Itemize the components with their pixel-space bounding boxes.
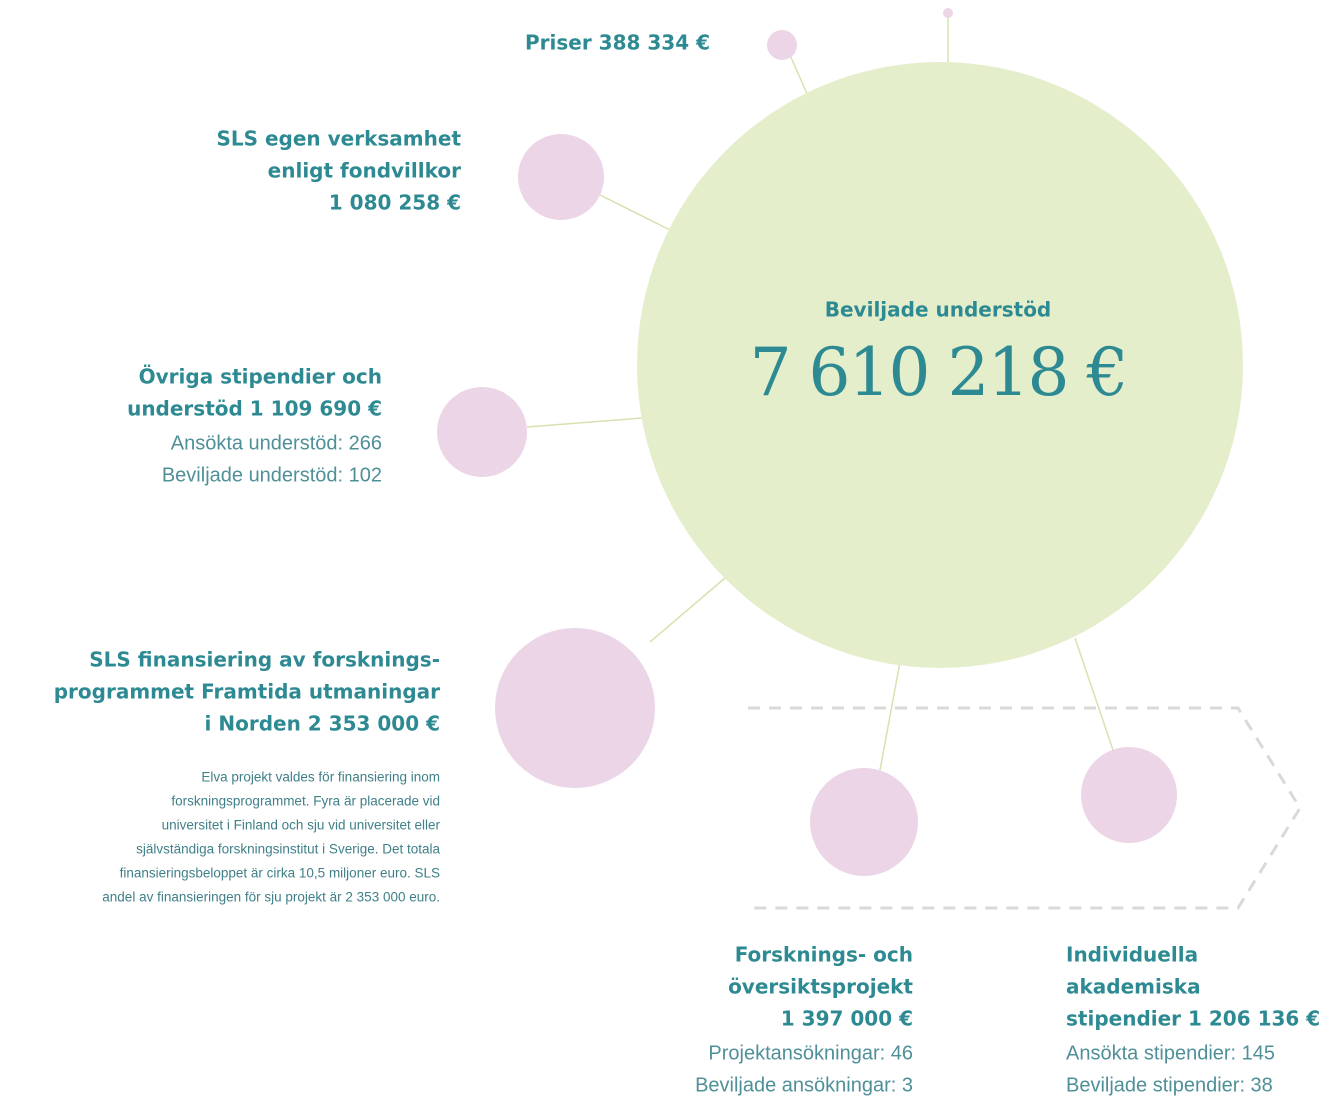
item-description: självständiga forskningsinstitut i Sveri… xyxy=(136,842,440,857)
item-title: stipendier 1 206 136 € xyxy=(1066,1007,1320,1031)
item-description: universitet i Finland och sju vid univer… xyxy=(162,818,441,833)
item-title: 1 397 000 € xyxy=(781,1007,913,1031)
total-label: Beviljade understöd xyxy=(825,298,1052,322)
item-title: SLS egen verksamhet xyxy=(216,127,461,151)
item-title: enligt fondvillkor xyxy=(268,159,461,183)
item-stat: Beviljade understöd: 102 xyxy=(162,464,382,486)
item-description: Elva projekt valdes för finansiering ino… xyxy=(201,770,440,785)
item-title: översiktsprojekt xyxy=(728,975,913,999)
item-stat: Ansökta stipendier: 145 xyxy=(1066,1042,1275,1064)
item-circle xyxy=(518,134,604,220)
item-stat: Ansökta understöd: 266 xyxy=(171,432,382,454)
item-title: i Norden 2 353 000 € xyxy=(205,712,440,736)
item-title: SLS finansiering av forsknings- xyxy=(89,648,440,672)
item-title: programmet Framtida utmaningar xyxy=(54,680,440,704)
connector xyxy=(789,54,809,97)
dot xyxy=(943,8,953,18)
item-circle xyxy=(437,387,527,477)
connector xyxy=(599,194,671,231)
item-title: 1 080 258 € xyxy=(329,191,461,215)
item-description: finansieringsbeloppet är cirka 10,5 milj… xyxy=(120,866,440,881)
item-circle xyxy=(495,628,655,788)
item-description: andel av finansieringen för sju projekt … xyxy=(102,890,440,905)
connector xyxy=(879,661,901,771)
total-circle xyxy=(637,62,1243,668)
item-title: Forsknings- och xyxy=(735,943,913,967)
item-description: forskningsprogrammet. Fyra är placerade … xyxy=(171,794,440,809)
connector xyxy=(526,417,643,428)
item-stat: Beviljade ansökningar: 3 xyxy=(695,1074,913,1096)
item-circle xyxy=(767,30,797,60)
item-title: Individuella xyxy=(1066,943,1198,967)
dashed-frame xyxy=(748,706,1302,910)
connector xyxy=(1074,637,1114,751)
total-amount: 7 610 218 € xyxy=(750,334,1127,411)
item-circle xyxy=(1081,747,1177,843)
item-stat: Beviljade stipendier: 38 xyxy=(1066,1074,1273,1096)
item-title: Övriga stipendier och xyxy=(139,365,382,389)
item-title: understöd 1 109 690 € xyxy=(127,397,382,421)
item-stat: Projektansökningar: 46 xyxy=(708,1042,913,1064)
connector xyxy=(649,577,726,643)
item-title: Priser 388 334 € xyxy=(525,31,710,55)
item-title: akademiska xyxy=(1066,975,1201,999)
item-circle xyxy=(810,768,918,876)
